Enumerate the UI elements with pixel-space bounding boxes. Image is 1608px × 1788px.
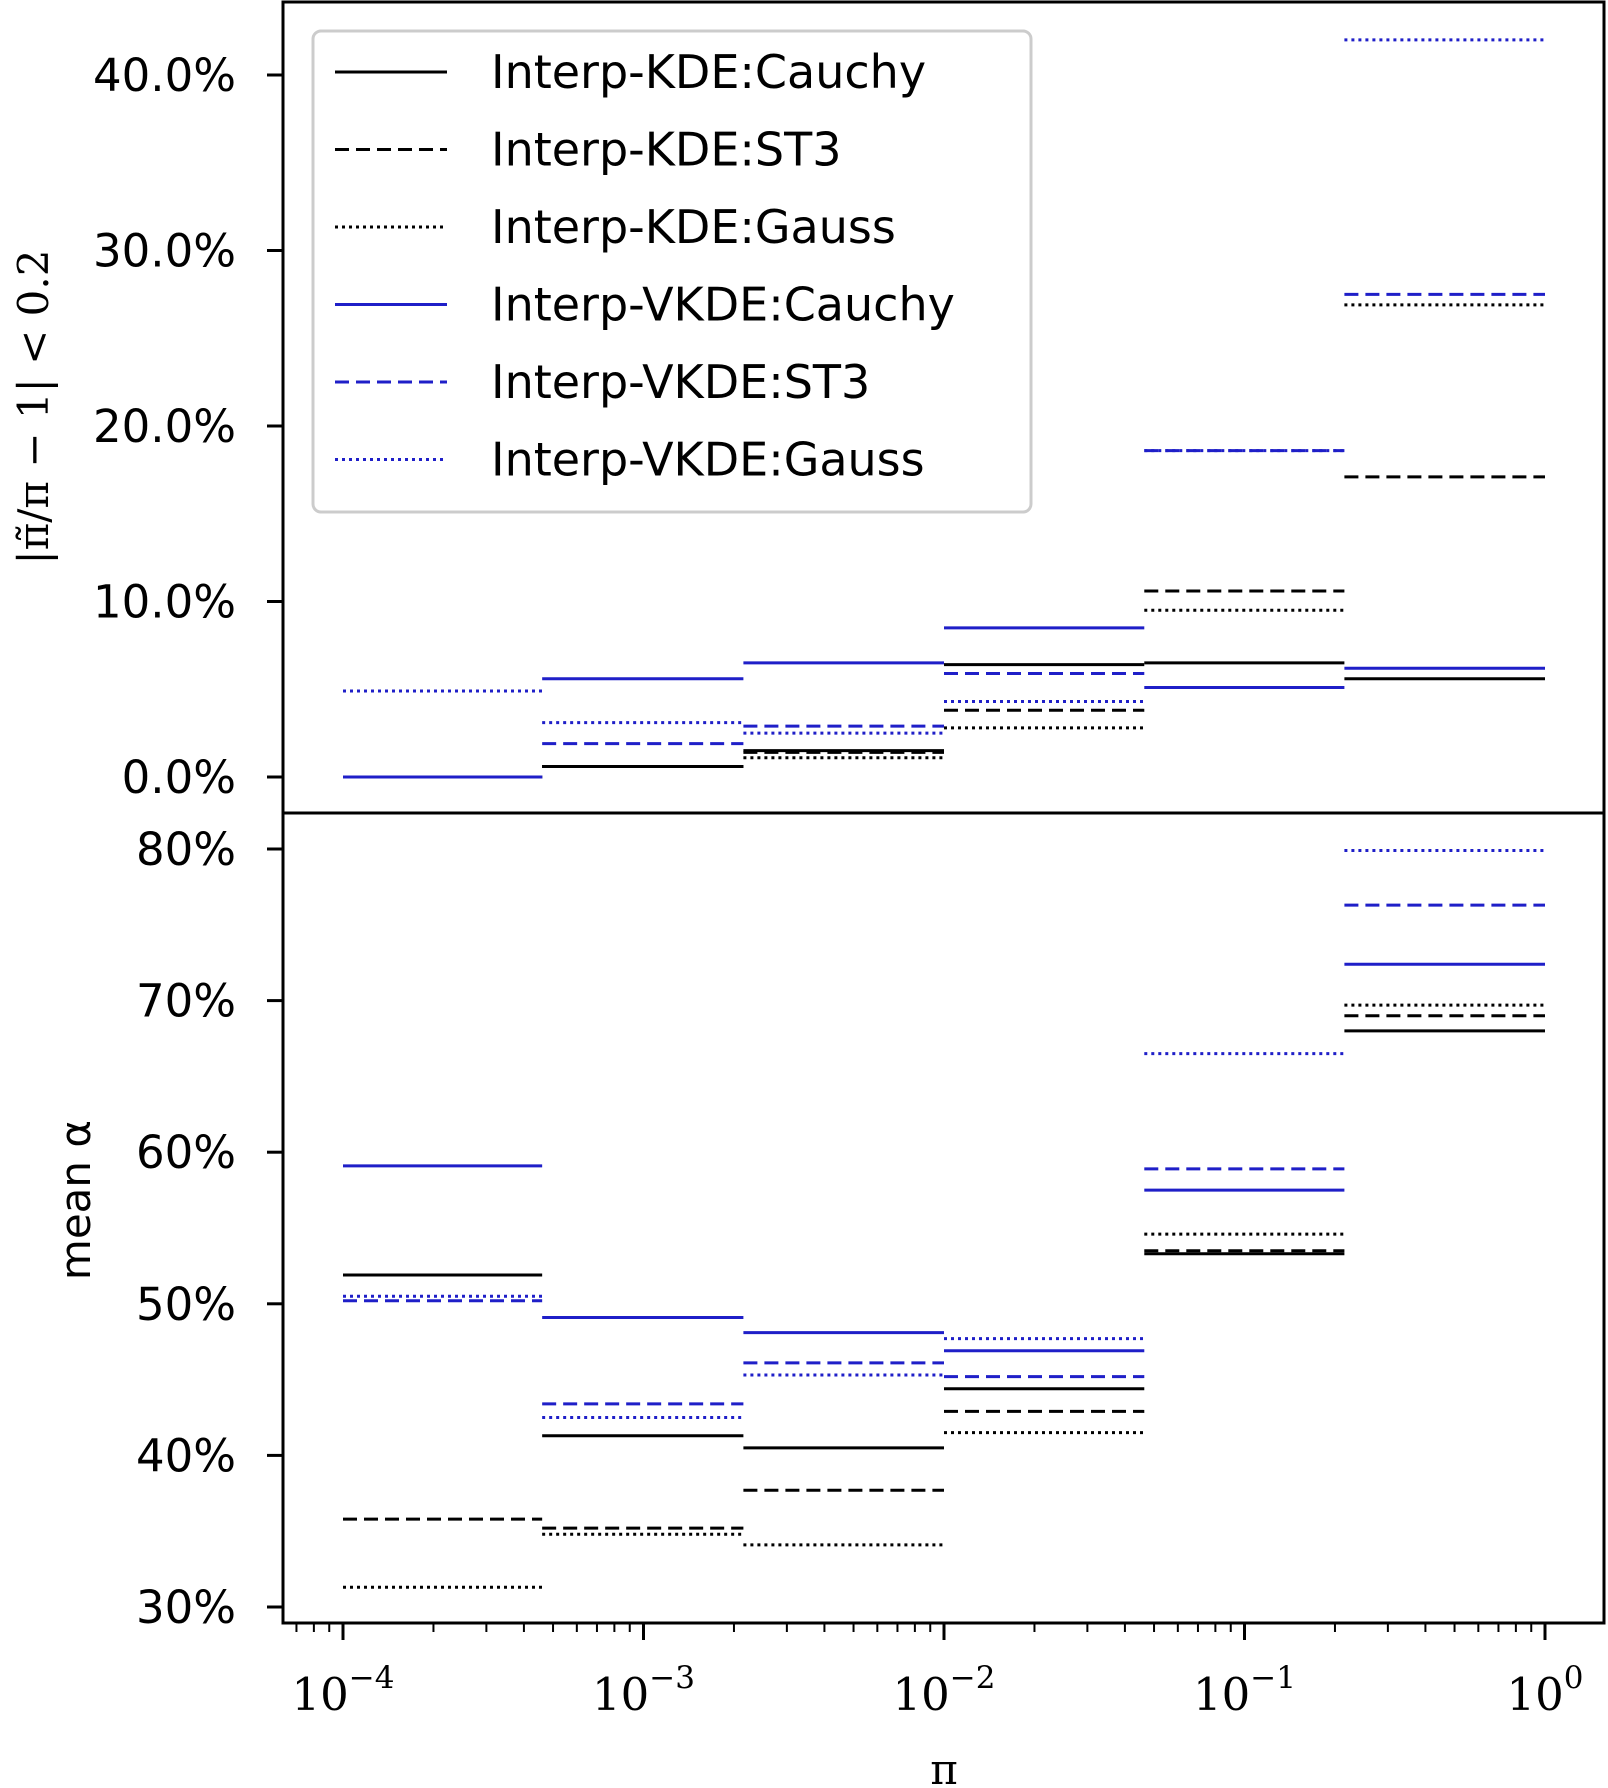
bottom-x-ticks: 10−4 10−3 10−2 10−1 100	[292, 1623, 1584, 1721]
bottom-ytick-label-5: 80%	[136, 823, 236, 876]
bottom-y-ticks: 30% 40% 50% 60% 70% 80%	[136, 823, 283, 1634]
top-ytick-label-2: 20.0%	[93, 400, 236, 453]
top-y-axis-label: |π̃/π − 1| < 0.2	[9, 250, 58, 565]
legend-label-1: Interp-KDE:ST3	[491, 123, 841, 177]
bottom-ytick-label-3: 60%	[136, 1126, 236, 1179]
legend-label-2: Interp-KDE:Gauss	[491, 200, 896, 254]
bottom-series	[343, 851, 1545, 1588]
bottom-ytick-label-4: 70%	[136, 975, 236, 1028]
x-tick-label-2: 10−2	[893, 1660, 996, 1721]
x-tick-label-4: 100	[1507, 1660, 1584, 1721]
top-ytick-label-4: 40.0%	[93, 49, 236, 102]
top-y-ticks: 0.0% 10.0% 20.0% 30.0% 40.0%	[93, 49, 283, 804]
bottom-ytick-label-1: 40%	[136, 1429, 236, 1482]
bottom-axes-frame	[283, 813, 1604, 1623]
legend: Interp-KDE:Cauchy Interp-KDE:ST3 Interp-KD…	[313, 31, 1031, 512]
legend-label-5: Interp-VKDE:Gauss	[491, 433, 925, 487]
bottom-panel: 30% 40% 50% 60% 70% 80% 10−4 10−3 10−2 10−1 100 m…	[51, 813, 1604, 1788]
legend-label-0: Interp-KDE:Cauchy	[491, 45, 926, 99]
top-ytick-label-0: 0.0%	[122, 751, 236, 804]
top-ytick-label-3: 30.0%	[93, 225, 236, 278]
top-ytick-label-1: 10.0%	[93, 576, 236, 629]
x-tick-label-0: 10−4	[292, 1660, 395, 1721]
x-tick-label-3: 10−1	[1193, 1660, 1296, 1721]
legend-label-3: Interp-VKDE:Cauchy	[491, 278, 955, 332]
x-axis-label: π	[930, 1745, 958, 1788]
legend-label-4: Interp-VKDE:ST3	[491, 355, 870, 409]
bottom-ytick-label-2: 50%	[136, 1278, 236, 1331]
bottom-y-axis-label: mean α	[51, 1120, 100, 1280]
x-tick-label-1: 10−3	[592, 1660, 695, 1721]
bottom-ytick-label-0: 30%	[136, 1581, 236, 1634]
